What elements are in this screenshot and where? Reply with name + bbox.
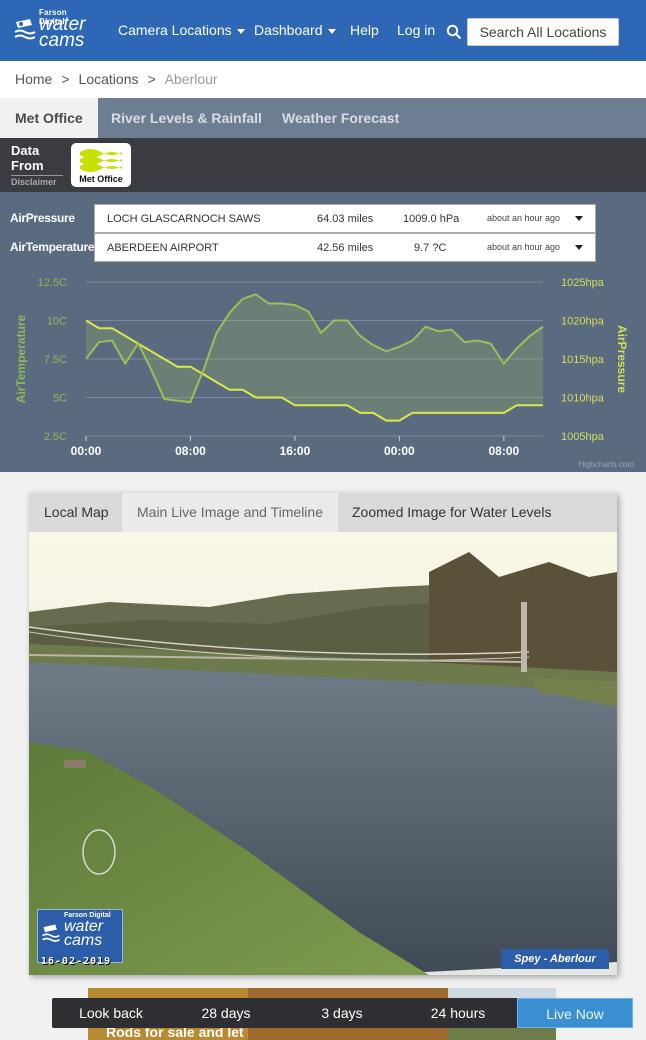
y-left-tick-label: 2.5C <box>44 431 67 443</box>
watermark-subtitle: Farson Digital <box>64 912 111 919</box>
series-line-airpressure <box>85 319 543 422</box>
breadcrumb-current: Aberlour <box>164 71 218 87</box>
y-left-tick-label: 5C <box>53 393 67 405</box>
tab-zoomed-image[interactable]: Zoomed Image for Water Levels <box>352 504 552 520</box>
live-camera-image[interactable]: Farson Digital water cams 16-02-2019 Spe… <box>29 532 617 975</box>
camera-logo-icon <box>14 19 36 40</box>
y-right-tick-label: 1025hpa <box>561 277 605 289</box>
advert-text: Rods for sale and let <box>106 1024 244 1040</box>
met-office-wave-icon <box>80 149 122 172</box>
y-left-tick-label: 12.5C <box>38 277 67 289</box>
breadcrumb-separator: > <box>147 71 156 87</box>
y-right-axis-title: AirPressure <box>615 325 629 393</box>
search-all-locations-button[interactable]: Search All Locations <box>467 18 619 46</box>
weather-chart: 12.5C 10C 7.5C 5C 2.5C 1025hpa 1020hpa 1015hpa 1… <box>0 272 646 472</box>
camera-tabs: Local Map Main Live Image and Timeline Z… <box>29 493 617 532</box>
x-tick-label: 16:00 <box>280 444 311 458</box>
sensor-label: AirTemperature <box>10 240 95 254</box>
nav-camera-locations-label: Camera Locations <box>118 22 232 38</box>
look-back-3-days-button[interactable]: 3 days <box>321 1005 363 1021</box>
y-left-axis-title: AirTemperature <box>14 314 28 403</box>
logo-word-1: water <box>39 14 86 35</box>
data-from-title: Data From <box>11 143 63 176</box>
x-tick-label: 00:00 <box>71 444 102 458</box>
chevron-down-icon <box>327 28 336 34</box>
nav-login[interactable]: Log in <box>397 22 436 38</box>
x-tick-label: 08:00 <box>488 444 519 458</box>
chevron-down-icon <box>236 28 245 34</box>
timeline-bar: Look back 28 days 3 days 24 hours Live N… <box>52 998 633 1028</box>
breadcrumb-locations[interactable]: Locations <box>78 71 139 87</box>
tab-local-map[interactable]: Local Map <box>44 504 109 520</box>
sensor-row-airpressure: AirPressure LOCH GLASCARNOCH SAWS 64.03 … <box>0 204 646 233</box>
logo-word-2: cams <box>39 30 85 51</box>
series-line-airtemperature <box>85 293 544 404</box>
nav-dashboard[interactable]: Dashboard <box>254 22 336 38</box>
y-left-tick-label: 10C <box>47 316 67 328</box>
series-difference-area <box>86 294 543 421</box>
chart-credits[interactable]: Highcharts.com <box>578 460 634 469</box>
reading-time: about an hour ago <box>487 213 561 223</box>
station-reading: 9.7 ?C <box>414 242 447 254</box>
data-source-bar: Data From Disclaimer Met Office <box>0 138 646 192</box>
river-scene-image <box>29 532 617 975</box>
look-back-24-hours-button[interactable]: 24 hours <box>430 1005 486 1021</box>
tab-river-levels-rainfall[interactable]: River Levels & Rainfall <box>111 110 262 126</box>
met-office-logo-text: Met Office <box>79 174 123 184</box>
nav-dashboard-label: Dashboard <box>254 22 323 38</box>
breadcrumb: Home > Locations > Aberlour <box>0 61 646 98</box>
look-back-28-days-button[interactable]: 28 days <box>201 1005 251 1021</box>
tab-main-live-image[interactable]: Main Live Image and Timeline <box>122 493 338 532</box>
station-distance: 64.03 miles <box>317 213 374 225</box>
chevron-down-icon <box>575 245 583 250</box>
data-from-line-2: From <box>11 158 44 173</box>
breadcrumb-home[interactable]: Home <box>15 71 53 87</box>
camera-location-label: Spey - Aberlour <box>501 949 609 969</box>
camera-logo-icon <box>42 924 60 942</box>
y-left-tick-label: 7.5C <box>44 354 67 366</box>
y-right-tick-label: 1020hpa <box>561 316 605 328</box>
station-select[interactable]: ABERDEEN AIRPORT 42.56 miles 9.7 ?C abou… <box>94 233 596 262</box>
look-back-label: Look back <box>79 1005 143 1021</box>
disclaimer-link[interactable]: Disclaimer <box>11 177 57 187</box>
search-icon[interactable] <box>446 24 462 40</box>
weather-chart-svg: 12.5C 10C 7.5C 5C 2.5C 1025hpa 1020hpa 1015hpa 1… <box>14 277 629 458</box>
x-tick-label: 00:00 <box>384 444 415 458</box>
site-logo[interactable]: Farson Digital water cams <box>14 8 94 54</box>
watercams-watermark: Farson Digital water cams <box>37 909 123 963</box>
image-date-stamp: 16-02-2019 <box>41 956 112 967</box>
station-reading: 1009.0 hPa <box>403 213 460 225</box>
live-now-button[interactable]: Live Now <box>517 998 633 1028</box>
x-tick-label: 08:00 <box>175 444 206 458</box>
sensor-label: AirPressure <box>10 211 75 225</box>
station-distance: 42.56 miles <box>317 242 374 254</box>
tab-weather-forecast[interactable]: Weather Forecast <box>282 110 400 126</box>
breadcrumb-separator: > <box>61 71 70 87</box>
watermark-word-2: cams <box>64 932 103 949</box>
nav-help[interactable]: Help <box>350 22 379 38</box>
y-right-tick-label: 1010hpa <box>561 393 605 405</box>
data-tabs: Met Office River Levels & Rainfall Weath… <box>0 98 646 138</box>
y-right-tick-label: 1015hpa <box>561 354 605 366</box>
watermark-word-1: water <box>64 918 104 935</box>
tab-met-office[interactable]: Met Office <box>0 98 98 138</box>
logo-subtitle: Farson Digital <box>39 8 67 26</box>
weather-data-panel: Met Office River Levels & Rainfall Weath… <box>0 98 646 472</box>
camera-panel: Local Map Main Live Image and Timeline Z… <box>29 493 617 975</box>
top-navbar: Farson Digital water cams Camera Locatio… <box>0 0 646 61</box>
station-select[interactable]: LOCH GLASCARNOCH SAWS 64.03 miles 1009.0… <box>94 204 596 233</box>
reading-time: about an hour ago <box>487 242 561 252</box>
chevron-down-icon <box>575 216 583 221</box>
station-name: LOCH GLASCARNOCH SAWS <box>107 213 261 225</box>
sensor-row-airtemperature: AirTemperature ABERDEEN AIRPORT 42.56 mi… <box>0 233 646 262</box>
station-name: ABERDEEN AIRPORT <box>107 242 219 254</box>
y-right-tick-label: 1005hpa <box>561 431 605 443</box>
data-from-line-1: Data <box>11 143 40 158</box>
nav-camera-locations[interactable]: Camera Locations <box>118 22 245 38</box>
met-office-logo[interactable]: Met Office <box>71 143 131 187</box>
